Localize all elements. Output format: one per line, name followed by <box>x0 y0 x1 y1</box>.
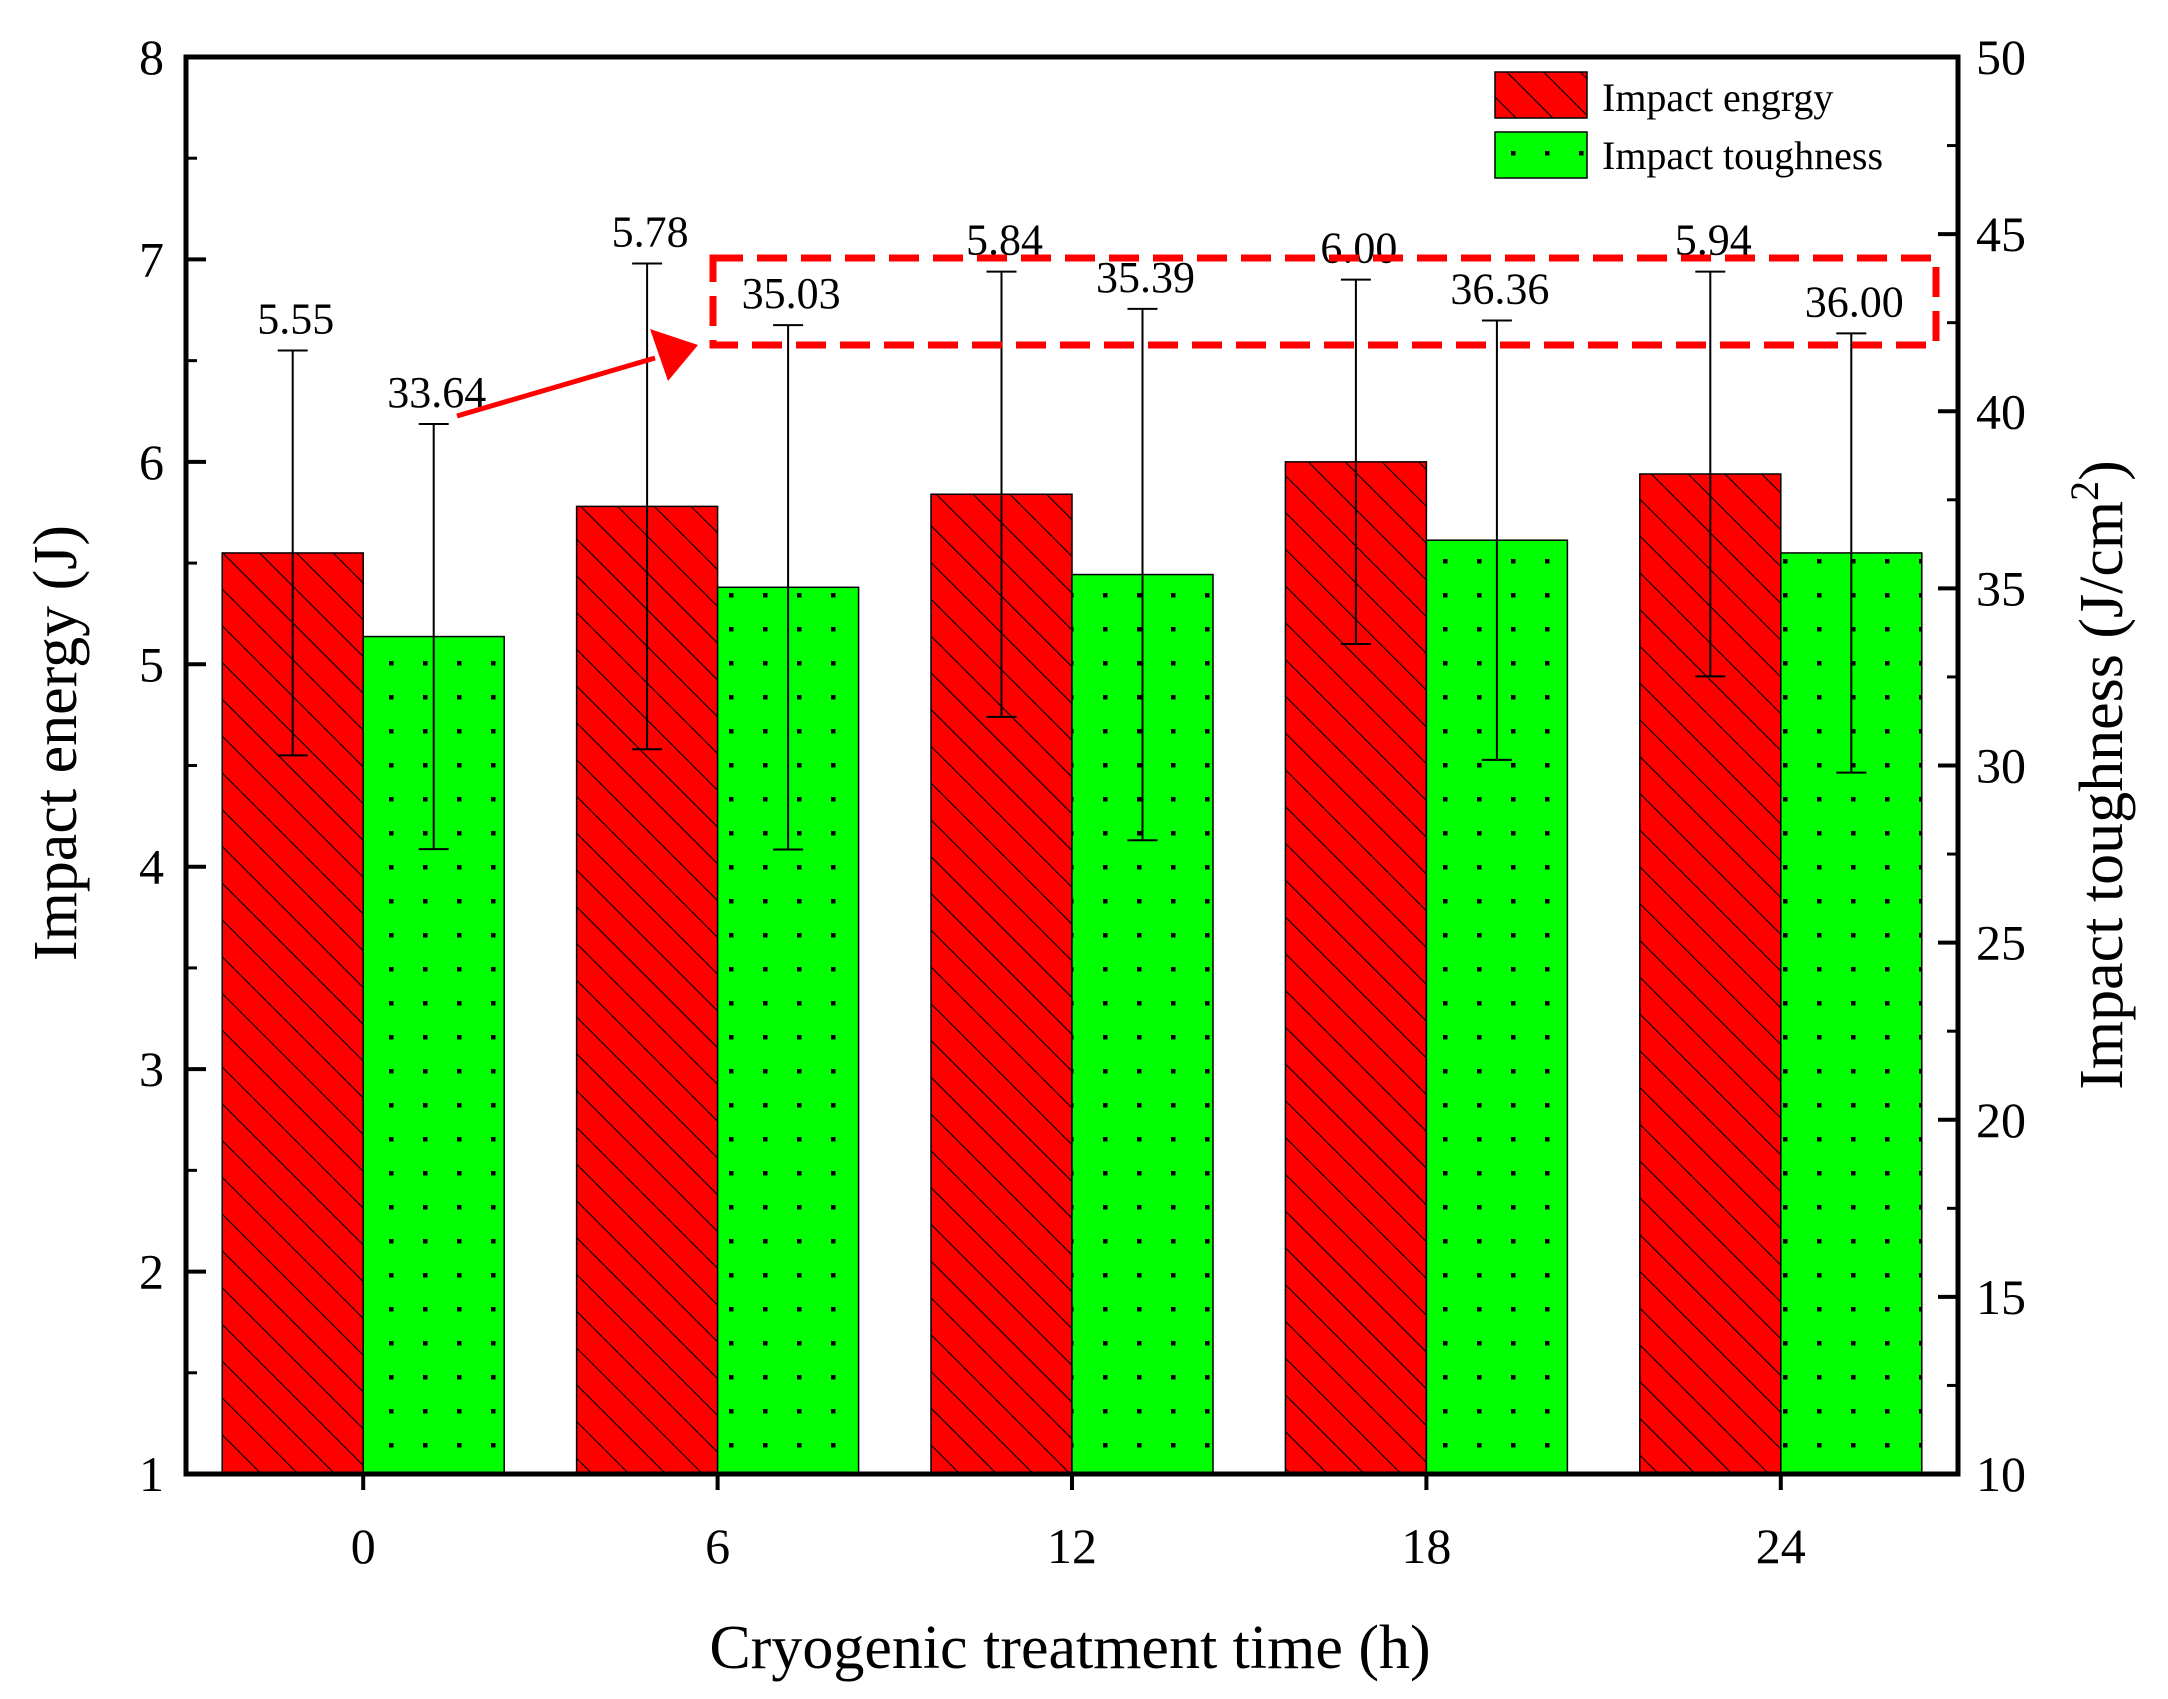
y-axis-right-title-sup: 2 <box>2062 481 2107 501</box>
y-right-tick-label-30: 30 <box>1976 738 2026 794</box>
data-label-1-6: 35.03 <box>742 269 841 318</box>
y-left-tick-label-2: 2 <box>139 1244 164 1300</box>
data-label-1-18: 36.36 <box>1450 265 1549 314</box>
highlight-arrow <box>456 329 698 419</box>
y-left-tick-label-6: 6 <box>139 434 164 490</box>
y-axis-right-title: Impact toughness (J/cm2) <box>2062 460 2136 1090</box>
legend-label-energy: Impact engrgy <box>1602 75 1833 120</box>
x-tick-label-12: 12 <box>1047 1518 1097 1574</box>
y-left-tick-label-1: 1 <box>139 1446 164 1502</box>
data-label-1-24: 36.00 <box>1805 277 1904 326</box>
y-right-tick-label-10: 10 <box>1976 1446 2026 1502</box>
y-left-tick-label-7: 7 <box>139 231 164 287</box>
y-right-tick-label-45: 45 <box>1976 206 2026 262</box>
x-tick-label-0: 0 <box>351 1518 376 1574</box>
x-tick-label-24: 24 <box>1756 1518 1806 1574</box>
y-right-tick-label-40: 40 <box>1976 383 2026 439</box>
y-axis-right-title-suffix: ) <box>2068 460 2136 481</box>
legend-swatch-toughness <box>1494 131 1588 179</box>
data-label-0-0: 5.55 <box>257 295 334 344</box>
y-right-tick-label-50: 50 <box>1976 29 2026 85</box>
y-left-tick-label-4: 4 <box>139 839 164 895</box>
y-right-tick-label-35: 35 <box>1976 560 2026 616</box>
highlight-box <box>709 254 1940 349</box>
y-left-tick-label-5: 5 <box>139 636 164 692</box>
y-right-tick-label-25: 25 <box>1976 915 2026 971</box>
y-axis-right-title-main: Impact toughness (J/cm <box>2068 501 2136 1090</box>
data-label-0-18: 6.00 <box>1320 224 1397 273</box>
legend: Impact engrgy Impact toughness <box>1494 71 1883 179</box>
x-axis-title: Cryogenic treatment time (h) <box>709 1614 1430 1682</box>
data-label-1-0: 33.64 <box>387 368 486 417</box>
error-bars <box>277 262 1867 851</box>
legend-swatch-energy <box>1494 71 1588 119</box>
y-left-tick-label-8: 8 <box>139 29 164 85</box>
data-label-0-6: 5.78 <box>612 207 689 256</box>
y-right-tick-label-15: 15 <box>1976 1269 2026 1325</box>
legend-label-toughness: Impact toughness <box>1602 133 1883 178</box>
y-axis-left-title: Impact energy (J) <box>22 525 90 961</box>
y-left-tick-label-3: 3 <box>139 1041 164 1097</box>
x-tick-label-18: 18 <box>1401 1518 1451 1574</box>
y-right-tick-label-20: 20 <box>1976 1092 2026 1148</box>
x-tick-label-6: 6 <box>705 1518 730 1574</box>
